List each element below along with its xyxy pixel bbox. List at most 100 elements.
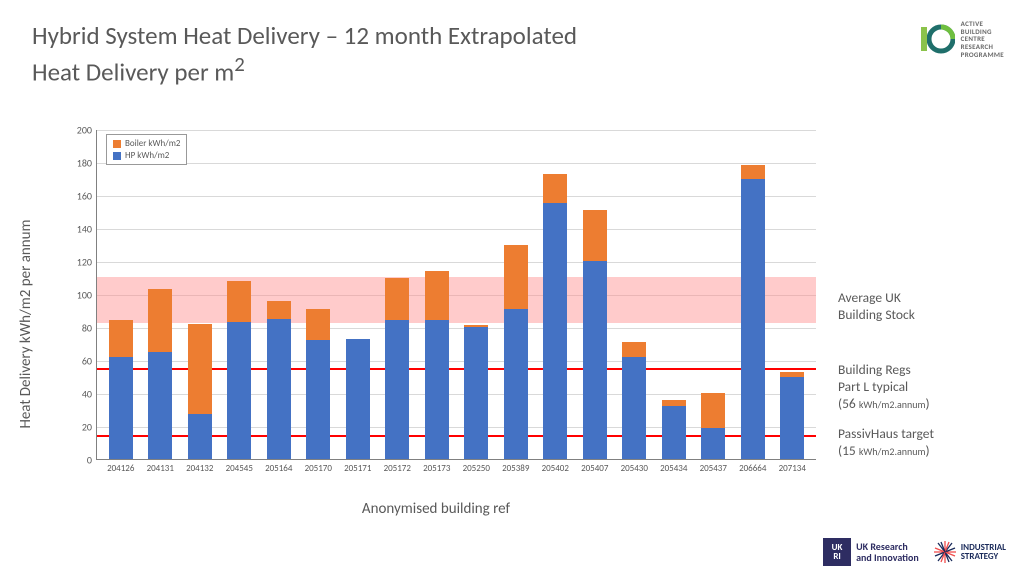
abc-ring-icon	[921, 22, 955, 56]
x-tick: 205172	[384, 463, 411, 474]
bar-slot: 205250	[464, 325, 488, 459]
bar-segment-boiler	[741, 165, 765, 178]
bar-segment-boiler	[622, 342, 646, 357]
bar-segment-hp	[306, 340, 330, 459]
bar-slot: 205434	[662, 400, 686, 459]
y-tick: 40	[82, 388, 97, 401]
footer-logos: UK RI UK Research and Innovation	[823, 538, 1006, 566]
bar-segment-hp	[701, 428, 725, 459]
title-line-1: Hybrid System Heat Delivery – 12 month E…	[32, 20, 864, 51]
bar-slot: 205164	[267, 301, 291, 459]
bar-slot: 205172	[385, 278, 409, 459]
x-tick: 205170	[305, 463, 332, 474]
x-tick: 205171	[344, 463, 371, 474]
bar-segment-hp	[385, 320, 409, 459]
logo-ukri: UK RI UK Research and Innovation	[823, 538, 919, 566]
y-axis-label: Heat Delivery kWh/m2 per annum	[17, 219, 35, 428]
x-tick: 205250	[463, 463, 490, 474]
bar-segment-hp	[227, 322, 251, 459]
bar-segment-boiler	[385, 278, 409, 321]
bars-container: 204126 204131 204132 204545 205164 205170 2051…	[97, 130, 816, 459]
bar-slot: 204126	[109, 320, 133, 459]
logo-industrial-strategy: INDUSTRIAL STRATEGY	[933, 540, 1006, 564]
bar-segment-hp	[267, 319, 291, 459]
x-tick: 204545	[226, 463, 253, 474]
plot-region: 0204060801001201401601802002041262041312…	[96, 130, 816, 460]
x-tick: 204132	[186, 463, 213, 474]
bar-segment-boiler	[701, 393, 725, 428]
x-tick: 205389	[502, 463, 529, 474]
bar-slot: 204131	[148, 289, 172, 459]
bar-segment-boiler	[227, 281, 251, 322]
y-tick: 140	[77, 223, 97, 236]
y-tick: 100	[77, 289, 97, 302]
y-tick: 160	[77, 190, 97, 203]
bar-slot: 207134	[780, 372, 804, 459]
chart-area: Heat Delivery kWh/m2 per annum Anonymise…	[46, 120, 826, 510]
title-line-2: Heat Delivery per m2	[32, 51, 864, 88]
x-tick: 204126	[107, 463, 134, 474]
page-title: Hybrid System Heat Delivery – 12 month E…	[32, 20, 864, 88]
industrial-strategy-text: INDUSTRIAL STRATEGY	[961, 543, 1006, 562]
x-axis-label: Anonymised building ref	[362, 500, 510, 518]
chart-legend: Boiler kWh/m2 HP kWh/m2	[106, 134, 187, 165]
bar-slot: 205437	[701, 393, 725, 459]
annotation: Average UKBuilding Stock	[838, 290, 915, 324]
x-tick: 205434	[660, 463, 687, 474]
y-tick: 80	[82, 322, 97, 335]
bar-slot: 205171	[346, 339, 370, 459]
logo-abc: ACTIVE BUILDING CENTRE RESEARCH PROGRAMM…	[921, 20, 1004, 58]
legend-row-boiler: Boiler kWh/m2	[113, 138, 180, 150]
y-tick: 20	[82, 421, 97, 434]
bar-segment-boiler	[188, 324, 212, 415]
x-tick: 205402	[542, 463, 569, 474]
burst-icon	[933, 540, 957, 564]
bar-segment-hp	[188, 414, 212, 459]
bar-segment-hp	[662, 406, 686, 459]
bar-segment-boiler	[306, 309, 330, 340]
bar-slot: 206664	[741, 165, 765, 459]
bar-segment-hp	[780, 377, 804, 460]
bar-segment-boiler	[543, 174, 567, 204]
bar-segment-hp	[109, 357, 133, 459]
annotation: PassivHaus target(15 kWh/m2.annum)	[838, 426, 934, 460]
bar-slot: 204132	[188, 324, 212, 459]
bar-slot: 205389	[504, 245, 528, 459]
x-tick: 205164	[265, 463, 292, 474]
bar-segment-hp	[464, 327, 488, 459]
bar-segment-hp	[425, 320, 449, 459]
bar-segment-hp	[741, 179, 765, 460]
y-tick: 120	[77, 256, 97, 269]
bar-segment-hp	[504, 309, 528, 459]
legend-row-hp: HP kWh/m2	[113, 150, 180, 162]
y-tick: 0	[87, 454, 97, 467]
bar-segment-boiler	[504, 245, 528, 309]
bar-slot: 205402	[543, 174, 567, 459]
bar-segment-boiler	[267, 301, 291, 319]
bar-slot: 205170	[306, 309, 330, 459]
bar-slot: 204545	[227, 281, 251, 459]
bar-segment-hp	[543, 203, 567, 459]
y-tick: 180	[77, 157, 97, 170]
bar-segment-hp	[622, 357, 646, 459]
bar-slot: 205173	[425, 271, 449, 459]
bar-segment-boiler	[148, 289, 172, 352]
bar-segment-boiler	[662, 400, 686, 407]
bar-segment-boiler	[583, 210, 607, 261]
x-tick: 205407	[581, 463, 608, 474]
x-tick: 204131	[147, 463, 174, 474]
x-tick: 207134	[779, 463, 806, 474]
ukri-mark-icon: UK RI	[823, 538, 851, 566]
ukri-text: UK Research and Innovation	[856, 541, 919, 563]
bar-slot: 205430	[622, 342, 646, 459]
bar-segment-boiler	[109, 320, 133, 356]
annotation: Building RegsPart L typical(56 kWh/m2.an…	[838, 362, 930, 413]
bar-segment-hp	[148, 352, 172, 459]
x-tick: 205430	[621, 463, 648, 474]
bar-segment-boiler	[425, 271, 449, 321]
y-tick: 200	[77, 124, 97, 137]
legend-swatch-boiler	[113, 140, 121, 148]
bar-segment-hp	[346, 339, 370, 459]
bar-segment-hp	[583, 261, 607, 459]
bar-slot: 205407	[583, 210, 607, 459]
